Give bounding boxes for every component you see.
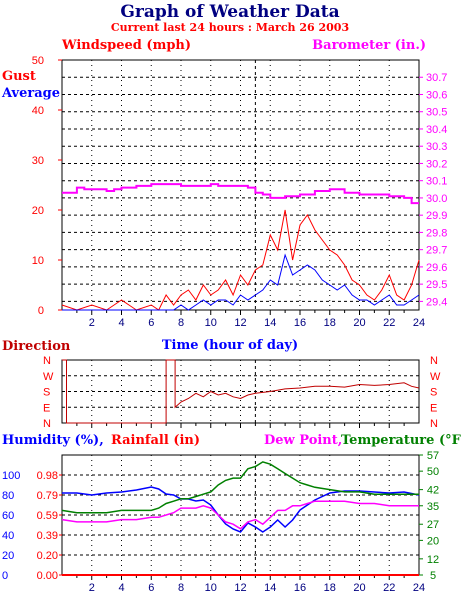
direction-tick-label-right: N <box>430 355 438 367</box>
hour-tick-label-bottom: 8 <box>178 582 184 594</box>
rainfall-tick-label: 0.98 <box>37 470 58 482</box>
temperature-tick-label: 20 <box>427 535 439 547</box>
barometer-tick-label: 30.0 <box>426 193 447 205</box>
barometer-tick-label: 29.6 <box>426 262 447 274</box>
temperature-tick-label: 35 <box>427 501 439 513</box>
legend-gust: Gust <box>2 69 36 84</box>
legend-humidity: Humidity (%), <box>2 433 104 448</box>
windspeed-tick-label: 10 <box>32 255 44 267</box>
direction-tick-label-right: S <box>430 387 437 399</box>
direction-frame <box>61 359 420 424</box>
legend-temperature: Temperature (°F) <box>341 433 461 448</box>
hour-tick-label: 14 <box>264 317 276 329</box>
rainfall-tick-label: 0.20 <box>37 550 58 562</box>
direction-tick-label-left: N <box>43 418 51 430</box>
barometer-tick-label: 29.7 <box>426 245 447 257</box>
direction-tick-label-right: N <box>430 418 438 430</box>
hour-tick-label: 2 <box>89 317 95 329</box>
windspeed-tick-label: 0 <box>38 305 44 317</box>
direction-tick-label-right: E <box>430 402 437 414</box>
hour-tick-label: 18 <box>324 317 336 329</box>
direction-tick-label-left: W <box>43 371 54 383</box>
barometer-tick-label: 30.3 <box>426 141 447 153</box>
temperature-tick-label: 57 <box>427 450 439 462</box>
humidity-tick-label: 80 <box>2 490 14 502</box>
x-axis-title: Time (hour of day) <box>162 338 298 353</box>
legend-dew-point: Dew Point, <box>264 433 342 448</box>
hour-tick-label-bottom: 4 <box>118 582 124 594</box>
barometer-tick-label: 30.2 <box>426 158 447 170</box>
windspeed-tick-label: 20 <box>32 205 44 217</box>
barometer-tick-label: 29.5 <box>426 279 447 291</box>
hour-tick-label-bottom: 18 <box>324 582 336 594</box>
humidity-tick-label: 40 <box>2 530 14 542</box>
average-line <box>62 253 420 311</box>
hour-tick-label-bottom: 24 <box>413 582 425 594</box>
temperature-tick-label: 42 <box>427 485 439 497</box>
humidity-tick-label: 0 <box>2 570 8 582</box>
direction-tick-label-left: N <box>43 355 51 367</box>
legend-rainfall: Rainfall (in) <box>111 433 200 448</box>
temperature-tick-label: 50 <box>427 466 439 478</box>
direction-axis-label: Direction <box>2 339 71 354</box>
rainfall-tick-label: 0.39 <box>37 530 58 542</box>
page-subtitle: Current last 24 hours : March 26 2003 <box>111 21 349 34</box>
hour-tick-label: 8 <box>178 317 184 329</box>
hour-tick-label-bottom: 22 <box>383 582 395 594</box>
barometer-tick-label: 30.6 <box>426 89 447 101</box>
direction-tick-label-left: S <box>43 387 50 399</box>
windspeed-tick-label: 50 <box>32 55 44 67</box>
barometer-tick-label: 29.8 <box>426 227 447 239</box>
barometer-axis-label: Barometer (in.) <box>312 38 426 53</box>
barometer-line <box>62 183 419 205</box>
hour-tick-label: 22 <box>383 317 395 329</box>
hour-tick-label: 12 <box>234 317 246 329</box>
direction-tick-label-left: E <box>43 402 50 414</box>
windspeed-axis-label: Windspeed (mph) <box>61 38 191 53</box>
windspeed-tick-label: 40 <box>32 105 44 117</box>
windspeed-tick-label: 30 <box>32 155 44 167</box>
temperature-line <box>61 461 419 514</box>
dew-point-line <box>61 500 419 530</box>
direction-tick-label-right: W <box>430 371 441 383</box>
hour-tick-label-bottom: 10 <box>205 582 217 594</box>
rainfall-tick-label: 0.00 <box>37 570 58 582</box>
gust-line <box>61 209 420 311</box>
hour-tick-label: 20 <box>353 317 365 329</box>
barometer-tick-label: 29.9 <box>426 210 447 222</box>
humidity-tick-label: 20 <box>2 550 14 562</box>
hour-tick-label-bottom: 2 <box>89 582 95 594</box>
humidity-line <box>62 486 420 533</box>
barometer-tick-label: 30.7 <box>426 72 447 84</box>
humidity-tick-label: 100 <box>2 470 20 482</box>
temperature-tick-label: 5 <box>430 570 436 582</box>
hour-tick-label-bottom: 16 <box>294 582 306 594</box>
page-title: Graph of Weather Data <box>120 2 339 22</box>
rainfall-tick-label: 0.79 <box>37 490 58 502</box>
legend-average: Average <box>1 86 60 101</box>
temperature-tick-label: 12 <box>427 554 439 566</box>
hour-tick-label-bottom: 6 <box>148 582 154 594</box>
hour-tick-label-bottom: 14 <box>264 582 276 594</box>
temperature-tick-label: 27 <box>427 519 439 531</box>
humidity-tick-label: 60 <box>2 510 14 522</box>
hour-tick-label-bottom: 12 <box>234 582 246 594</box>
rainfall-tick-label: 0.59 <box>37 510 58 522</box>
hour-tick-label: 24 <box>413 317 425 329</box>
barometer-tick-label: 30.1 <box>426 176 447 188</box>
barometer-tick-label: 30.4 <box>426 124 447 136</box>
hour-tick-label: 16 <box>294 317 306 329</box>
hour-tick-label-bottom: 20 <box>353 582 365 594</box>
hour-tick-label: 6 <box>148 317 154 329</box>
hour-tick-label: 10 <box>205 317 217 329</box>
barometer-tick-label: 29.4 <box>426 296 447 308</box>
direction-line <box>62 359 420 424</box>
hour-tick-label: 4 <box>118 317 124 329</box>
barometer-tick-label: 30.5 <box>426 107 447 119</box>
